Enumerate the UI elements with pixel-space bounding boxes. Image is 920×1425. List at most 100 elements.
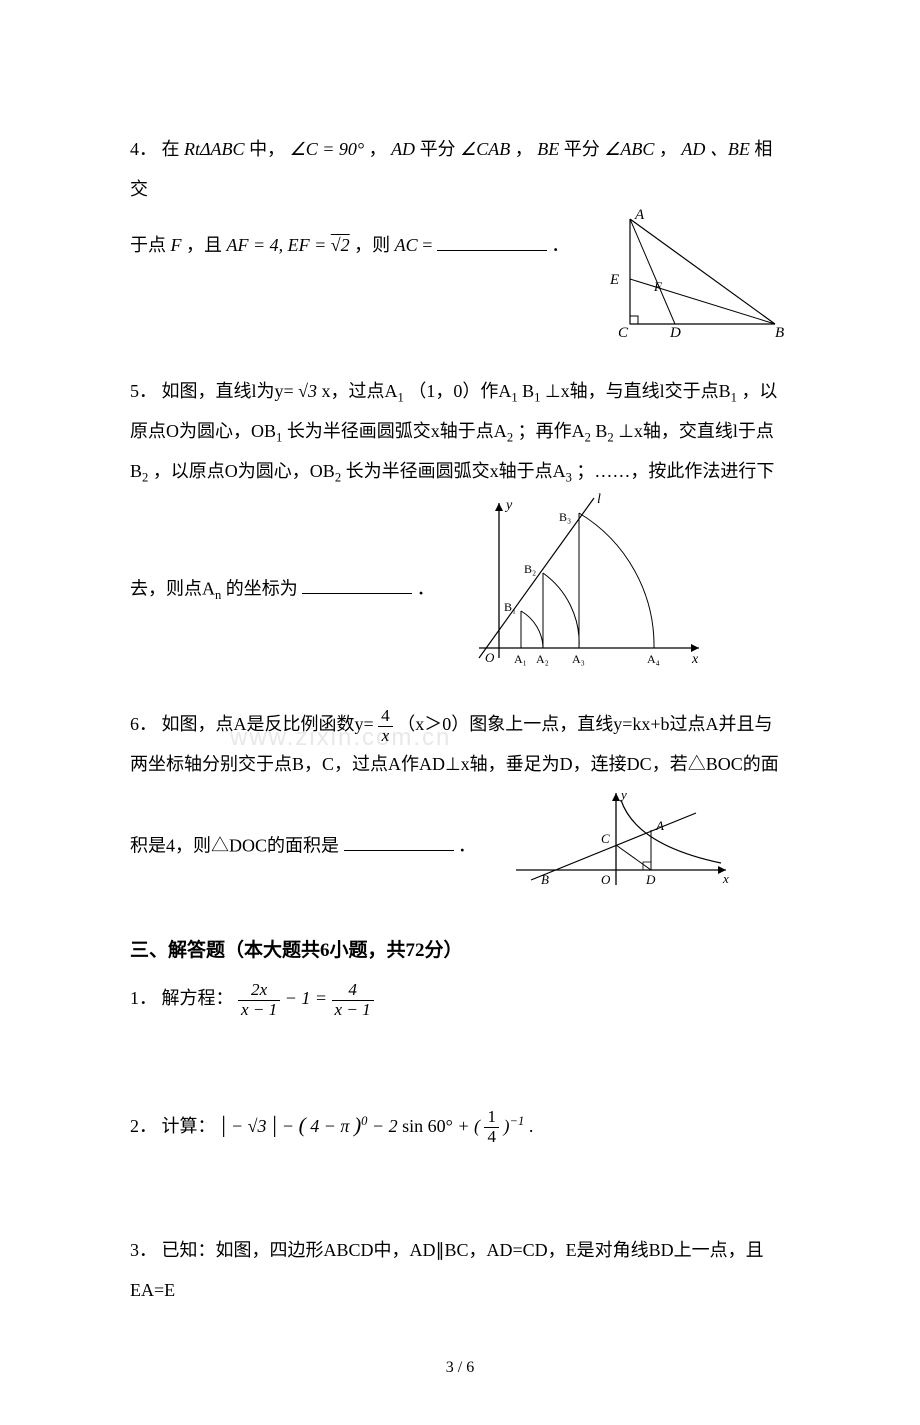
problem-1: 1． 解方程： 2x x − 1 − 1 = 4 x − 1: [130, 979, 790, 1019]
q4-c3: ，: [659, 139, 677, 159]
q4-c4: ，且: [186, 235, 227, 255]
q5-period: ．: [417, 578, 435, 598]
q4-period: ．: [551, 235, 569, 255]
q4-line2: 于点 F ，且 AF = 4, EF = √2 ，则 AC = ．: [130, 235, 569, 255]
svg-text:B: B: [541, 872, 549, 887]
p2-neg: −: [231, 1116, 243, 1136]
svg-text:B₂: B₂: [524, 562, 536, 576]
svg-text:A: A: [655, 818, 664, 833]
svg-text:A: A: [634, 209, 645, 223]
p2-text: 计算：: [162, 1116, 216, 1136]
svg-text:E: E: [610, 272, 619, 288]
triangle-diagram-icon: A E C D B F: [610, 209, 790, 339]
p2-60: 60°: [428, 1116, 453, 1136]
q4-sqrt2: √2: [331, 235, 350, 255]
q4-diagram: A E C D B F: [610, 209, 790, 354]
p2-sqrt3: √3: [248, 1116, 267, 1136]
question-4: 4． 在 RtΔABC 中， ∠C = 90° ， AD 平分 ∠CAB ， B…: [130, 130, 790, 354]
svg-text:O: O: [485, 650, 495, 665]
q5-t8: ；再作A: [518, 421, 585, 441]
q6-period: ．: [458, 835, 476, 855]
q5-t14: 的坐标为: [226, 578, 298, 598]
p2-number: 2．: [130, 1116, 157, 1136]
p3-number: 3．: [130, 1240, 157, 1260]
p2-frac: 1 4: [484, 1108, 499, 1147]
q5-t11: ，以原点O为圆心，OB: [153, 461, 335, 481]
svg-text:A₂: A₂: [536, 652, 549, 666]
p2-plus: + (: [457, 1116, 480, 1136]
q4-mid1: 中，: [249, 139, 285, 159]
svg-text:x: x: [722, 871, 729, 886]
problem-3: 3． 已知：如图，四边形ABCD中，AD∥BC，AD=CD，E是对角线BD上一点…: [130, 1231, 790, 1310]
q4-c1: ，: [369, 139, 387, 159]
q4-eq: =: [422, 235, 437, 255]
svg-text:A₁: A₁: [514, 652, 527, 666]
q4-be: BE: [537, 139, 564, 159]
question-5: 5． 如图，直线l为y= √3 x，过点A1 （1，0）作A1 B1 ⊥x轴，与…: [130, 372, 790, 687]
q5-sqrt3: √3: [298, 381, 317, 401]
q5-t1: 如图，直线l为y=: [162, 381, 294, 401]
q5-t2: x，过点A: [322, 381, 398, 401]
p2-po: (: [299, 1113, 306, 1137]
q5-t5: ⊥x轴，与直线l交于点B: [545, 381, 731, 401]
p3-text: 已知：如图，四边形ABCD中，AD∥BC，AD=CD，E是对角线BD上一点，且E…: [130, 1240, 764, 1300]
svg-text:y: y: [619, 787, 627, 802]
q5-t12: 长为半径画圆弧交x轴于点A: [346, 461, 566, 481]
q6-blank[interactable]: [344, 832, 454, 852]
q4-cab: ∠CAB: [460, 139, 510, 159]
q4-c5: ，则: [354, 235, 395, 255]
svg-text:x: x: [691, 652, 699, 667]
q4-ad2: AD: [681, 139, 705, 159]
q4-f: F: [171, 235, 182, 255]
q5-t7: 长为半径画圆弧交x轴于点A: [287, 421, 507, 441]
hyperbola-diagram-icon: y x A B C O D: [501, 785, 741, 895]
svg-text:F: F: [653, 279, 663, 294]
svg-text:B₁: B₁: [504, 600, 516, 614]
p1-number: 1．: [130, 988, 157, 1008]
q5-diagram: O y x l A₁ A₂ A₃ A₄ B₁ B₂ B₃: [449, 493, 709, 688]
p1-lhs: 2x x − 1: [238, 981, 280, 1020]
q6-number: 6．: [130, 714, 157, 734]
p2-m1: −: [282, 1116, 299, 1136]
svg-text:B: B: [775, 325, 784, 339]
p2-abs-c: |: [271, 1112, 277, 1138]
q4-rt: RtΔABC: [184, 139, 245, 159]
q4-ad: AD: [391, 139, 420, 159]
svg-text:l: l: [597, 493, 601, 507]
q4-ac: AC: [395, 235, 418, 255]
q4-l2pre: 于点: [130, 235, 171, 255]
svg-text:O: O: [601, 872, 611, 887]
q4-bis2: 平分: [564, 139, 605, 159]
p2-period: .: [529, 1116, 534, 1136]
question-6: 6． 如图，点A是反比例函数y= 4 x （x＞0）图象上一点，直线y=kx+b…: [130, 705, 790, 909]
svg-text:B₃: B₃: [559, 510, 571, 524]
q4-blank[interactable]: [437, 231, 547, 251]
svg-text:D: D: [645, 872, 656, 887]
svg-text:A₃: A₃: [572, 652, 585, 666]
p1-rhs: 4 x − 1: [332, 981, 374, 1020]
problem-2: 2． 计算： | − √3 | − ( 4 − π )0 − 2 sin 60°…: [130, 1100, 790, 1151]
q5-blank[interactable]: [302, 574, 412, 594]
svg-text:C: C: [601, 831, 610, 846]
p1-text: 解方程：: [162, 988, 234, 1008]
page-number: 3 / 6: [130, 1350, 790, 1385]
q6-diagram: y x A B C O D: [501, 785, 741, 910]
q4-bis1: 平分: [420, 139, 461, 159]
q5-t9: B: [595, 421, 607, 441]
p2-sin: sin: [402, 1116, 423, 1136]
svg-text:C: C: [618, 325, 629, 339]
q4-af: AF = 4, EF =: [227, 235, 331, 255]
q5-t3: （1，0）作A: [408, 381, 511, 401]
q4-c2: ，: [515, 139, 533, 159]
q4-abc: ∠ABC: [604, 139, 654, 159]
svg-text:y: y: [504, 498, 513, 513]
q4-line1: 4． 在 RtΔABC 中， ∠C = 90° ， AD 平分 ∠CAB ， B…: [130, 139, 772, 199]
q6-t1: 如图，点A是反比例函数y=: [162, 714, 374, 734]
p2-abs-o: |: [220, 1112, 226, 1138]
q4-dbe: 、BE: [710, 139, 755, 159]
coordinate-arcs-icon: O y x l A₁ A₂ A₃ A₄ B₁ B₂ B₃: [449, 493, 709, 673]
svg-text:D: D: [669, 325, 681, 339]
p2-4mp: 4 − π: [310, 1116, 349, 1136]
q5-number: 5．: [130, 381, 157, 401]
p2-m2: − 2: [372, 1116, 402, 1136]
